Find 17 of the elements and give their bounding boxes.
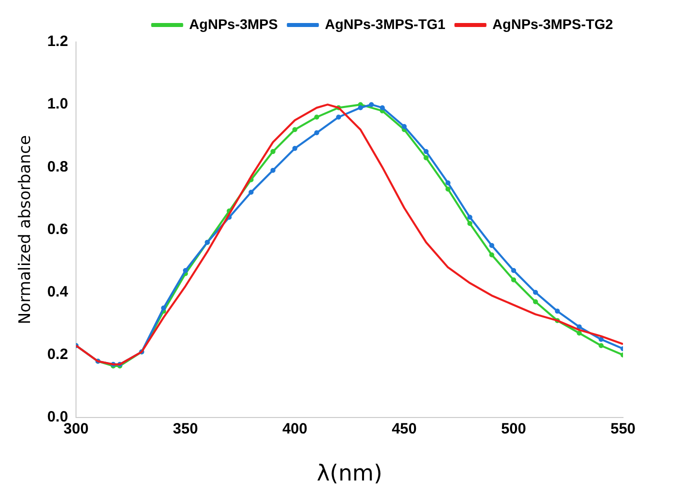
y-tick-label: 0.4 (47, 284, 69, 301)
y-tick-label: 0.6 (47, 220, 68, 238)
legend-label: AgNPs-3MPS (189, 16, 278, 32)
x-tick-label: 350 (172, 420, 198, 438)
x-tick-label: 400 (282, 420, 308, 438)
y-tick-label: 1.2 (47, 33, 68, 50)
y-tick-label: 0.8 (47, 158, 68, 176)
x-tick-label: 300 (64, 420, 89, 438)
y-tick-label: 0.2 (47, 346, 68, 364)
x-tick-label: 450 (392, 420, 417, 438)
legend-label: AgNPs-3MPS-TG2 (492, 16, 614, 32)
x-axis-title: λ(nm) (316, 462, 382, 487)
y-tick-label: 1.0 (47, 96, 68, 113)
x-tick-label: 500 (501, 420, 526, 438)
legend-label: AgNPs-3MPS-TG1 (324, 16, 446, 32)
x-tick-label: 550 (610, 420, 636, 438)
y-axis-title: Normalized absorbance (14, 135, 34, 324)
